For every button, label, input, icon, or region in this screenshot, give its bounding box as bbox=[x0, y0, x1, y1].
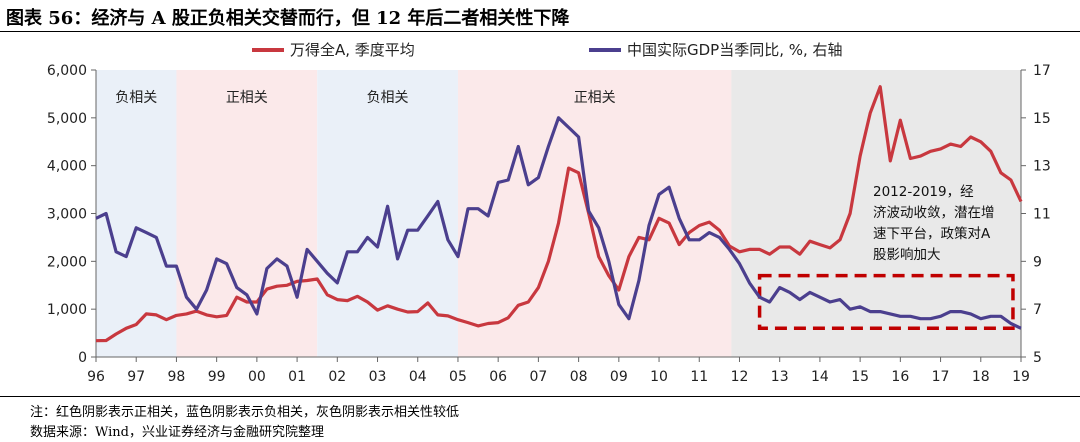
x-tick-label: 99 bbox=[208, 369, 226, 385]
x-tick-label: 00 bbox=[248, 369, 266, 385]
x-tick-label: 17 bbox=[932, 369, 950, 385]
region-label-2: 负相关 bbox=[367, 90, 409, 106]
x-tick-label: 05 bbox=[449, 369, 467, 385]
x-tick-label: 07 bbox=[529, 369, 547, 385]
series-lines bbox=[95, 85, 1023, 343]
y-right-tick-label: 7 bbox=[1033, 302, 1042, 318]
y-left-tick-label: 0 bbox=[78, 350, 87, 366]
y-left-tick-label: 4,000 bbox=[47, 159, 87, 175]
title-bar: 图表 56：经济与 A 股正负相关交替而行，但 12 年后二者相关性下降 bbox=[0, 0, 1080, 32]
axis-labels: 0 1,000 2,000 3,000 4,000 5,000 6,000 5 7 9 11 13 15… bbox=[47, 63, 1051, 385]
region-label-3: 正相关 bbox=[574, 90, 616, 106]
x-tick-label: 08 bbox=[570, 369, 588, 385]
x-tick-label: 18 bbox=[972, 369, 990, 385]
annotation-line-1: 济波动收敛，潜在增 bbox=[873, 205, 995, 221]
x-tick-label: 12 bbox=[731, 369, 749, 385]
x-tick-label: 15 bbox=[851, 369, 869, 385]
x-tick-label: 10 bbox=[650, 369, 668, 385]
y-right-tick-label: 11 bbox=[1033, 207, 1051, 223]
x-tick-label: 11 bbox=[690, 369, 708, 385]
x-tick-label: 02 bbox=[328, 369, 346, 385]
region-label-0: 负相关 bbox=[115, 90, 157, 106]
x-tick-label: 06 bbox=[489, 369, 507, 385]
y-left-tick-label: 2,000 bbox=[47, 254, 87, 270]
x-tick-label: 19 bbox=[1012, 369, 1030, 385]
axes bbox=[91, 69, 1026, 362]
y-left-tick-label: 1,000 bbox=[47, 302, 87, 318]
x-tick-label: 16 bbox=[891, 369, 909, 385]
y-right-tick-label: 9 bbox=[1033, 254, 1042, 270]
chart-title: 图表 56：经济与 A 股正负相关交替而行，但 12 年后二者相关性下降 bbox=[6, 8, 570, 29]
annotation-line-2: 速下平台，政策对A bbox=[873, 225, 991, 242]
x-tick-label: 01 bbox=[288, 369, 306, 385]
legend: 万得全A, 季度平均 中国实际GDP当季同比, %, 右轴 bbox=[252, 41, 843, 59]
region-label-1: 正相关 bbox=[226, 90, 268, 106]
footer-divider bbox=[0, 396, 1080, 397]
y-right-tick-label: 15 bbox=[1033, 111, 1051, 127]
legend-label-0: 万得全A, 季度平均 bbox=[290, 41, 415, 59]
region-positive-1 bbox=[176, 70, 318, 357]
shaded-regions: 负相关 正相关 负相关 正相关 bbox=[96, 70, 1021, 357]
y-right-tick-label: 17 bbox=[1033, 63, 1051, 79]
x-tick-label: 09 bbox=[610, 369, 628, 385]
x-tick-label: 97 bbox=[127, 369, 145, 385]
legend-label-1: 中国实际GDP当季同比, %, 右轴 bbox=[627, 41, 843, 59]
series-line-gdp bbox=[95, 116, 1022, 330]
x-tick-label: 96 bbox=[87, 369, 105, 385]
y-left-tick-label: 6,000 bbox=[47, 63, 87, 79]
x-tick-label: 03 bbox=[369, 369, 387, 385]
x-tick-label: 98 bbox=[168, 369, 186, 385]
x-tick-label: 14 bbox=[811, 369, 829, 385]
chart: 负相关 正相关 负相关 正相关 0 1,000 2,000 3,000 4,000 5,000 6… bbox=[47, 41, 1051, 385]
region-low-4 bbox=[731, 70, 1021, 357]
region-positive-3 bbox=[457, 70, 732, 357]
annotation-line-3: 股影响加大 bbox=[873, 247, 941, 263]
y-left-tick-label: 3,000 bbox=[47, 207, 87, 223]
x-tick-label: 04 bbox=[409, 369, 427, 385]
region-negative-0 bbox=[96, 70, 177, 357]
y-left-tick-label: 5,000 bbox=[47, 111, 87, 127]
footnote: 注：红色阴影表示正相关，蓝色阴影表示负相关，灰色阴影表示相关性较低 bbox=[30, 405, 460, 420]
y-right-tick-label: 5 bbox=[1033, 350, 1042, 366]
annotation-line-0: 2012-2019，经 bbox=[873, 184, 974, 200]
x-tick-label: 13 bbox=[771, 369, 789, 385]
source-note: 数据来源：Wind，兴业证券经济与金融研究院整理 bbox=[30, 425, 324, 440]
y-right-tick-label: 13 bbox=[1033, 159, 1051, 175]
